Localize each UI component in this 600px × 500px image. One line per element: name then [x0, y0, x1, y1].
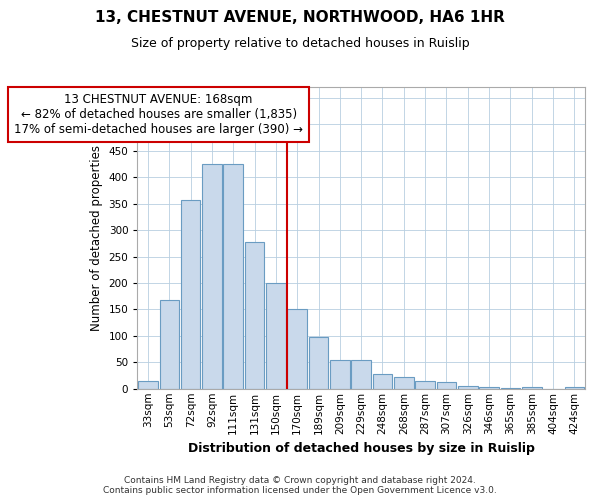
Bar	[565, 386, 584, 389]
Bar	[352, 360, 371, 389]
Text: 13, CHESTNUT AVENUE, NORTHWOOD, HA6 1HR: 13, CHESTNUT AVENUE, NORTHWOOD, HA6 1HR	[95, 10, 505, 25]
Text: 13 CHESTNUT AVENUE: 168sqm
← 82% of detached houses are smaller (1,835)
17% of s: 13 CHESTNUT AVENUE: 168sqm ← 82% of deta…	[14, 93, 303, 136]
X-axis label: Distribution of detached houses by size in Ruislip: Distribution of detached houses by size …	[188, 442, 535, 455]
Bar	[160, 300, 179, 389]
Text: Contains HM Land Registry data © Crown copyright and database right 2024.
Contai: Contains HM Land Registry data © Crown c…	[103, 476, 497, 495]
Bar	[415, 382, 435, 389]
Bar	[181, 200, 200, 389]
Bar	[522, 386, 542, 389]
Bar	[245, 242, 265, 389]
Y-axis label: Number of detached properties: Number of detached properties	[90, 145, 103, 331]
Bar	[479, 386, 499, 389]
Bar	[394, 377, 413, 389]
Text: Size of property relative to detached houses in Ruislip: Size of property relative to detached ho…	[131, 38, 469, 51]
Bar	[437, 382, 456, 389]
Bar	[287, 310, 307, 389]
Bar	[500, 388, 520, 389]
Bar	[373, 374, 392, 389]
Bar	[138, 382, 158, 389]
Bar	[223, 164, 243, 389]
Bar	[458, 386, 478, 389]
Bar	[309, 338, 328, 389]
Bar	[202, 164, 222, 389]
Bar	[266, 283, 286, 389]
Bar	[330, 360, 350, 389]
